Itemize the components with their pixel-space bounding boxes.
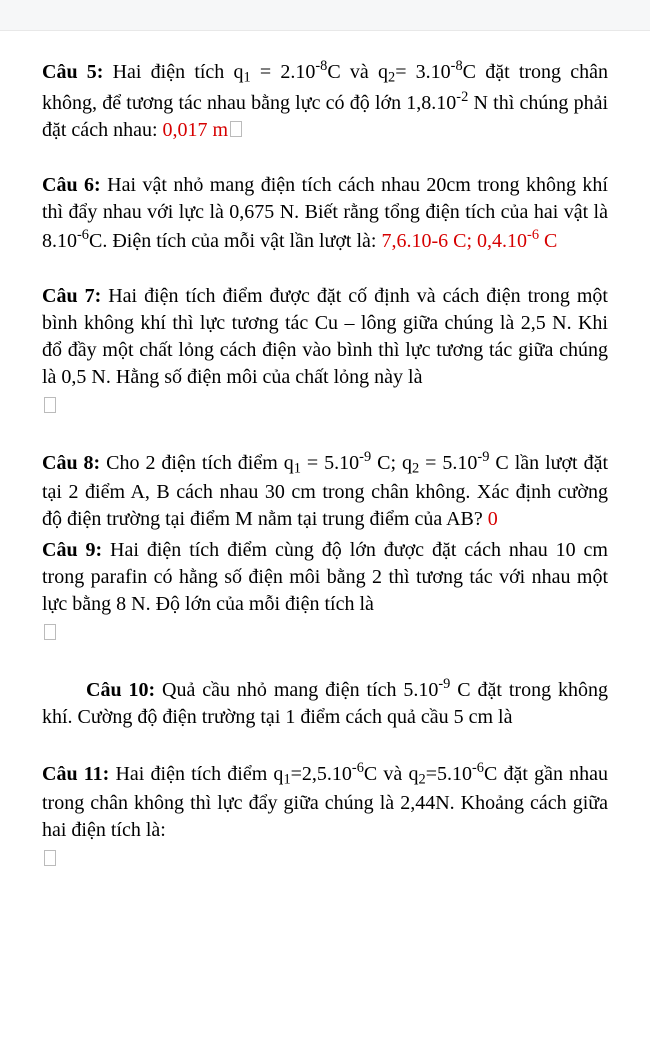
question-11: Câu 11: Hai điện tích điểm q1=2,5.10-6C … bbox=[42, 759, 608, 873]
q5-answer: 0,017 m bbox=[163, 119, 229, 141]
q6-text-2: C. Điện tích của mỗi vật lần lượt là: bbox=[89, 230, 381, 252]
q11-sup-1: -6 bbox=[352, 760, 364, 776]
q5-text-4: = 3.10 bbox=[395, 61, 450, 83]
question-8-label: Câu 8: bbox=[42, 452, 100, 474]
placeholder-icon bbox=[44, 397, 56, 413]
q7-text-1: Hai điện tích điểm được đặt cố định và c… bbox=[42, 285, 608, 388]
question-6-label: Câu 6: bbox=[42, 174, 101, 196]
q6-answer-1: 7,6.10-6 C; 0,4.10 bbox=[381, 230, 527, 252]
q8-text-1: Cho 2 điện tích điểm q bbox=[100, 452, 294, 474]
question-9-label: Câu 9: bbox=[42, 539, 102, 561]
q8-text-4: = 5.10 bbox=[419, 452, 477, 474]
question-5-label: Câu 5: bbox=[42, 61, 103, 83]
q8-answer: 0 bbox=[488, 508, 498, 530]
placeholder-icon bbox=[44, 624, 56, 640]
q6-answer-sup: -6 bbox=[527, 227, 539, 243]
q5-sup-1: -8 bbox=[315, 58, 327, 74]
q5-sub-1: 1 bbox=[244, 70, 251, 86]
question-10: Câu 10: Quả cầu nhỏ mang điện tích 5.10-… bbox=[42, 675, 608, 731]
question-10-label: Câu 10: bbox=[86, 679, 155, 701]
q11-text-4: =5.10 bbox=[426, 763, 472, 785]
question-5: Câu 5: Hai điện tích q1 = 2.10-8C và q2=… bbox=[42, 57, 608, 144]
question-7-label: Câu 7: bbox=[42, 285, 101, 307]
q11-sub-2: 2 bbox=[418, 771, 425, 787]
placeholder-icon bbox=[230, 121, 242, 137]
q11-text-3: C và q bbox=[364, 763, 419, 785]
q9-text-1: Hai điện tích điểm cùng độ lớn được đặt … bbox=[42, 539, 608, 615]
q5-text-3: C và q bbox=[327, 61, 388, 83]
q8-sub-1: 1 bbox=[294, 460, 301, 476]
q8-sup-2: -9 bbox=[477, 449, 489, 465]
placeholder-icon bbox=[44, 850, 56, 866]
top-toolbar bbox=[0, 0, 650, 31]
question-6: Câu 6: Hai vật nhỏ mang điện tích cách n… bbox=[42, 172, 608, 255]
question-7: Câu 7: Hai điện tích điểm được đặt cố đị… bbox=[42, 283, 608, 420]
q11-text-2: =2,5.10 bbox=[291, 763, 352, 785]
question-8: Câu 8: Cho 2 điện tích điểm q1 = 5.10-9 … bbox=[42, 448, 608, 533]
document-page: Câu 5: Hai điện tích q1 = 2.10-8C và q2=… bbox=[0, 31, 650, 941]
q10-sup-1: -9 bbox=[438, 676, 450, 692]
q5-sup-2: -8 bbox=[451, 58, 463, 74]
q11-sup-2: -6 bbox=[472, 760, 484, 776]
q11-sub-1: 1 bbox=[283, 771, 290, 787]
q6-answer-2: C bbox=[539, 230, 557, 252]
q5-text-1: Hai điện tích q bbox=[103, 61, 243, 83]
q8-text-3: C; q bbox=[371, 452, 412, 474]
q8-sup-1: -9 bbox=[359, 449, 371, 465]
q8-text-2: = 5.10 bbox=[301, 452, 359, 474]
q5-sup-3: -2 bbox=[456, 89, 468, 105]
q5-text-2: = 2.10 bbox=[251, 61, 316, 83]
question-9: Câu 9: Hai điện tích điểm cùng độ lớn đư… bbox=[42, 537, 608, 647]
q6-sup-1: -6 bbox=[77, 227, 89, 243]
question-11-label: Câu 11: bbox=[42, 763, 109, 785]
q10-text-1: Quả cầu nhỏ mang điện tích 5.10 bbox=[155, 679, 438, 701]
q11-text-1: Hai điện tích điểm q bbox=[109, 763, 283, 785]
